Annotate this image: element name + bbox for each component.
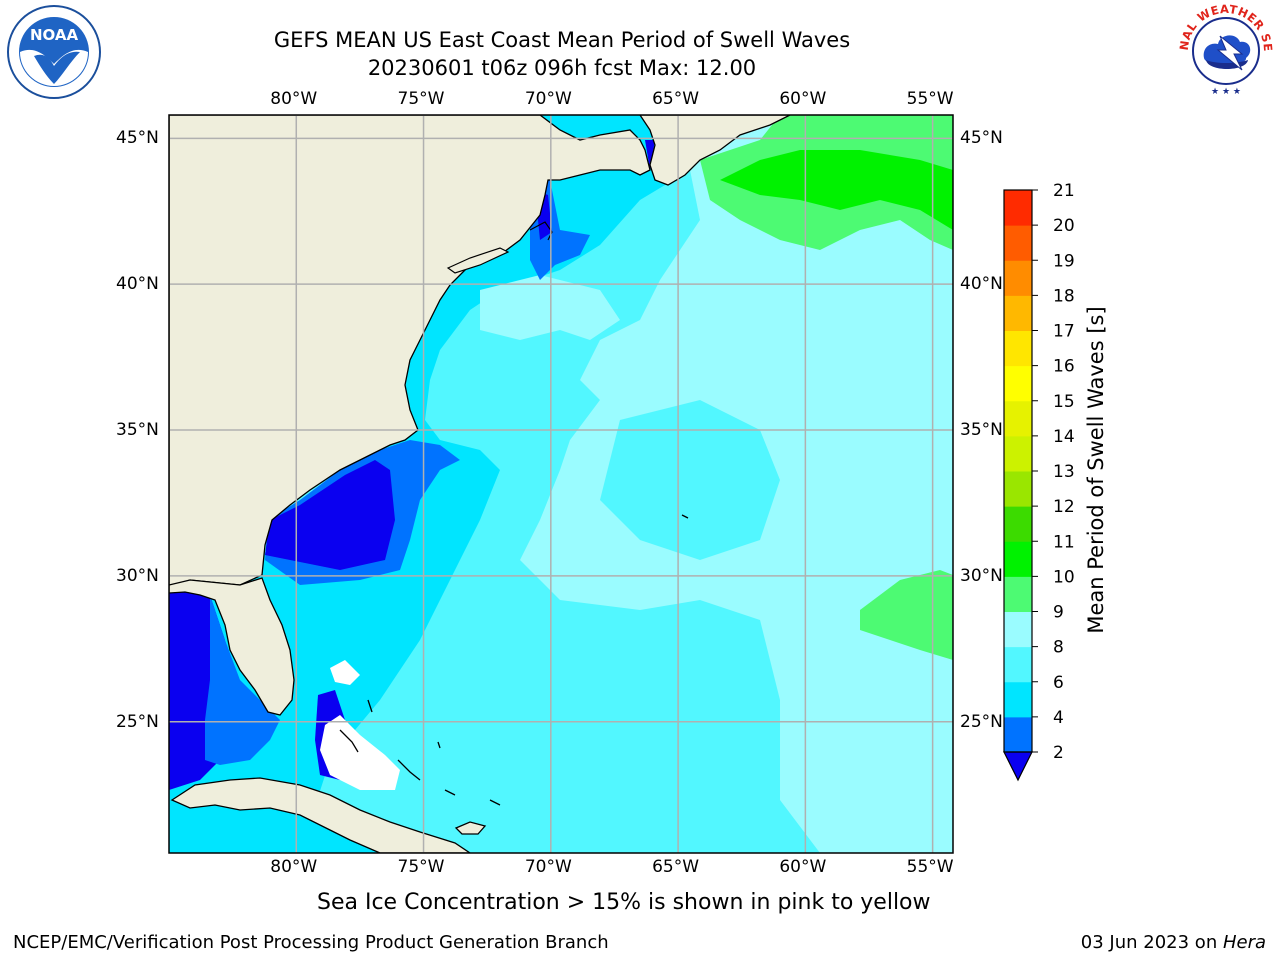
chart-title: GEFS MEAN US East Coast Mean Period of S… [273,28,851,52]
field-6-8s-coastal [169,115,700,853]
land-long-island [446,247,510,274]
lat-label-right: 25°N [960,711,1003,732]
field-below2s-maine [645,140,655,170]
lon-label-bottom: 70°W [524,857,572,877]
field-10-11s-ne [720,150,953,230]
lat-label-right: 35°N [960,420,1003,441]
colorbar-tick-label: 20 [1053,216,1075,236]
nws-stars-icon: ★ ★ ★ [1211,87,1241,97]
colorbar-segment [1004,330,1032,367]
colorbar-tick-label: 6 [1053,673,1064,693]
lon-label-bottom: 65°W [652,857,700,877]
colorbar-tick-label: 4 [1053,708,1064,728]
colorbar-segment [1004,471,1032,507]
colorbar-tick-label: 9 [1053,603,1064,623]
colorbar-segment [1004,435,1032,472]
colorbar-segment [1004,611,1032,648]
sea-ice-note: Sea Ice Concentration > 15% is shown in … [317,890,931,915]
lon-label-bottom: 55°W [906,857,954,877]
bahamas-bank-mask [320,715,400,790]
colorbar-tick-label: 12 [1053,497,1075,517]
colorbar-segment [1004,716,1032,753]
colorbar-tick-label: 15 [1053,392,1075,412]
land-bahamas [339,514,689,806]
colorbar-segment [1004,365,1032,402]
colorbar-tick-label: 2 [1053,743,1064,763]
colorbar-segment [1004,646,1032,683]
colorbar-segment [1004,295,1032,331]
machine-name: Hera [1222,932,1266,953]
lon-label-top: 65°W [652,89,700,109]
colorbar-segment [1004,681,1032,718]
lon-label-bottom: 80°W [270,857,318,877]
field-8-9s-central [480,275,620,340]
bahamas-bank-mask-north [330,660,360,685]
land-cuba [170,777,472,853]
colorbar: 2 4 6 8 9 10 11 12 13 14 15 16 17 18 19 20 21 [1003,181,1075,782]
colorbar-tick-label: 10 [1053,567,1075,587]
colorbar-segment [1004,541,1032,577]
lat-label-left: 40°N [116,274,159,295]
lon-label-top: 55°W [906,89,954,109]
lat-label-right: 40°N [960,274,1003,295]
land-hispaniola [454,821,487,835]
colorbar-label: Mean Period of Swell Waves [s] [1084,306,1108,634]
nws-logo: NATIONAL WEATHER SERVICE ★ ★ ★ [1176,2,1275,98]
run-date-text: 03 Jun 2023 on [1080,932,1223,953]
noaa-logo: NOAA [7,5,101,99]
colorbar-tick-label: 21 [1053,181,1075,201]
colorbar-segment [1004,576,1032,612]
colorbar-tick-label: 16 [1053,357,1075,377]
colorbar-tick-label: 19 [1053,251,1075,271]
colorbar-segment [1004,190,1032,226]
lat-label-right: 30°N [960,565,1003,586]
producer-credit: NCEP/EMC/Verification Post Processing Pr… [13,932,609,953]
land-florida [169,577,295,716]
lat-label-left: 45°N [116,128,159,149]
colorbar-tick-label: 11 [1053,532,1075,552]
field-9-10s-se [860,570,953,660]
lat-label-right: 45°N [960,128,1003,149]
map-gridlines [169,115,953,853]
colorbar-segment [1004,506,1032,542]
colorbar-tick-label: 8 [1053,638,1064,658]
chart-subtitle: 20230601 t06z 096h fcst Max: 12.00 [367,56,757,80]
land-cape-cod [529,221,553,241]
colorbar-tick-label: 13 [1053,462,1075,482]
lon-label-bottom: 60°W [779,857,827,877]
lon-label-top: 70°W [524,89,572,109]
colorbar-segment [1004,400,1032,437]
colorbar-segment [1004,260,1032,296]
lon-label-bottom: 75°W [397,857,445,877]
lon-label-top: 80°W [270,89,318,109]
field-8-9s-middle [600,400,780,560]
land-us [169,115,651,586]
lon-label-top: 60°W [779,89,827,109]
map-frame [168,114,954,854]
field-below2s-carolina [265,460,395,570]
colorbar-segment [1004,225,1032,261]
lat-label-left: 35°N [116,420,159,441]
lat-label-left: 25°N [116,711,159,732]
lat-label-left: 30°N [116,565,159,586]
lon-label-top: 75°W [397,89,445,109]
field-4-6s-gulf [205,595,280,765]
colorbar-tick-label: 18 [1053,286,1075,306]
colorbar-tick-label: 17 [1053,322,1075,342]
colorbar-under-extension [1003,751,1033,782]
colorbar-tick-label: 14 [1053,427,1075,447]
run-date: 03 Jun 2023 on Hera [1081,932,1266,953]
noaa-logo-text: NOAA [30,26,79,44]
